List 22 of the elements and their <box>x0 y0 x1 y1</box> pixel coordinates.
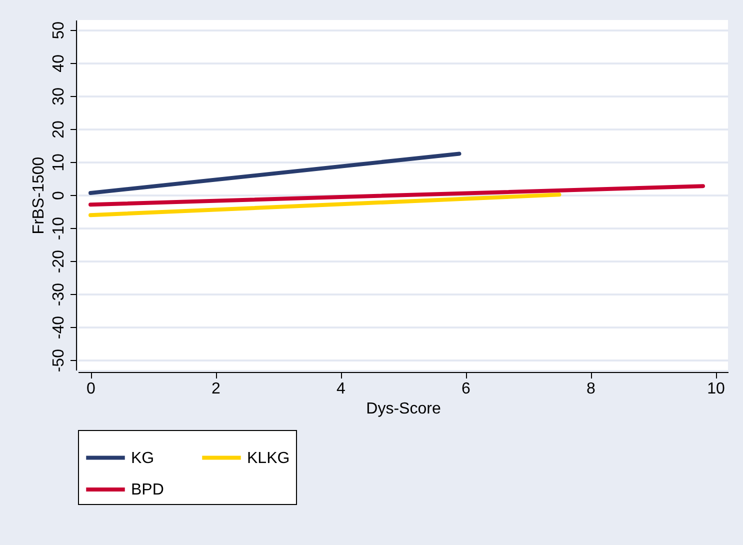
y-tick-label: -50 <box>50 348 68 372</box>
x-axis-title: Dys-Score <box>366 400 441 418</box>
legend-label: KLKG <box>247 450 290 467</box>
x-tick-label: 6 <box>462 380 471 398</box>
legend-label: KG <box>131 450 154 467</box>
x-tick-label: 0 <box>86 380 96 398</box>
y-tick-label: 30 <box>50 87 68 106</box>
legend-label: BPD <box>131 482 164 498</box>
y-tick-label: 10 <box>50 153 68 172</box>
y-tick-label: -40 <box>50 316 68 340</box>
y-tick-label: -10 <box>50 216 68 240</box>
y-tick-label: 20 <box>50 120 68 138</box>
y-tick-label: -20 <box>50 250 68 274</box>
x-tick-label: 10 <box>707 380 725 398</box>
y-tick-label: 40 <box>50 54 68 72</box>
y-axis-title: FrBS-1500 <box>30 156 48 234</box>
x-tick-label: 4 <box>336 380 346 398</box>
y-tick-label: 0 <box>50 190 68 200</box>
y-tick-label: 50 <box>50 21 68 40</box>
x-tick-label: 8 <box>586 380 596 398</box>
x-tick-label: 2 <box>212 380 221 398</box>
y-tick-label: -30 <box>50 282 68 306</box>
